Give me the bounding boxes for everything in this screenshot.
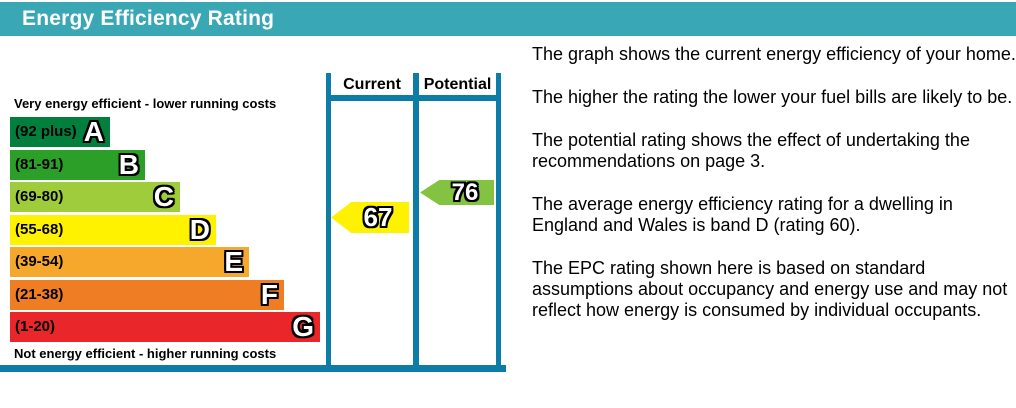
band-bar-f: (21-38) F — [10, 279, 284, 310]
band-range-label: (55-68) — [15, 221, 64, 238]
band-letter: E — [224, 246, 243, 277]
current-rating-arrow: 67 — [331, 202, 409, 233]
band-range-label: (81-91) — [15, 156, 64, 173]
potential-column-header: Potential — [423, 76, 492, 93]
band-row: (92 plus) A — [10, 116, 110, 147]
band-row: (81-91) B — [10, 149, 145, 180]
band-letter: C — [153, 181, 174, 212]
band-bar-b: (81-91) B — [10, 149, 145, 180]
band-bar-d: (55-68) D — [10, 214, 216, 245]
band-letter: B — [118, 149, 139, 180]
band-range-label: (1-20) — [15, 318, 56, 335]
column-frame-left-line — [326, 73, 331, 365]
band-row: (69-80) C — [10, 181, 180, 212]
description-paragraph: The graph shows the current energy effic… — [532, 44, 1016, 64]
band-letter: A — [83, 116, 104, 147]
description-paragraph: The EPC rating shown here is based on st… — [532, 258, 1008, 320]
band-bar-a: (92 plus) A — [10, 116, 110, 147]
band-range-label: (21-38) — [15, 286, 64, 303]
band-row: (39-54) E — [10, 246, 249, 277]
description-paragraph: The potential rating shows the effect of… — [532, 130, 970, 171]
potential-rating-arrow: 76 — [420, 180, 494, 205]
band-range-label: (69-80) — [15, 188, 64, 205]
band-letter: G — [292, 311, 314, 342]
bottom-caption: Not energy efficient - higher running co… — [14, 346, 277, 361]
top-caption: Very energy efficient - lower running co… — [14, 96, 277, 111]
page-title: Energy Efficiency Rating — [22, 7, 275, 30]
band-bar-e: (39-54) E — [10, 246, 249, 277]
chart-bottom-bar — [0, 365, 506, 372]
page-title-bar: Energy Efficiency Rating — [0, 2, 1016, 36]
band-range-label: (39-54) — [15, 253, 64, 270]
description-text: The graph shows the current energy effic… — [532, 44, 1016, 343]
current-column-header: Current — [343, 76, 401, 93]
column-header-underline — [326, 95, 501, 101]
band-row: (21-38) F — [10, 279, 284, 310]
description-paragraph: The average energy efficiency rating for… — [532, 194, 953, 235]
potential-rating-value: 76 — [451, 179, 479, 206]
band-letter: F — [260, 279, 278, 310]
column-frame-divider-line — [413, 73, 419, 365]
band-bar-c: (69-80) C — [10, 181, 180, 212]
band-bar-g: (1-20) G — [10, 311, 320, 342]
column-frame-right-line — [496, 73, 501, 365]
description-paragraph: The higher the rating the lower your fue… — [532, 87, 1013, 107]
current-rating-value: 67 — [363, 202, 393, 232]
band-row: (55-68) D — [10, 214, 216, 245]
band-letter: D — [189, 214, 210, 245]
band-row: (1-20) G — [10, 311, 320, 342]
band-range-label: (92 plus) — [15, 123, 77, 140]
